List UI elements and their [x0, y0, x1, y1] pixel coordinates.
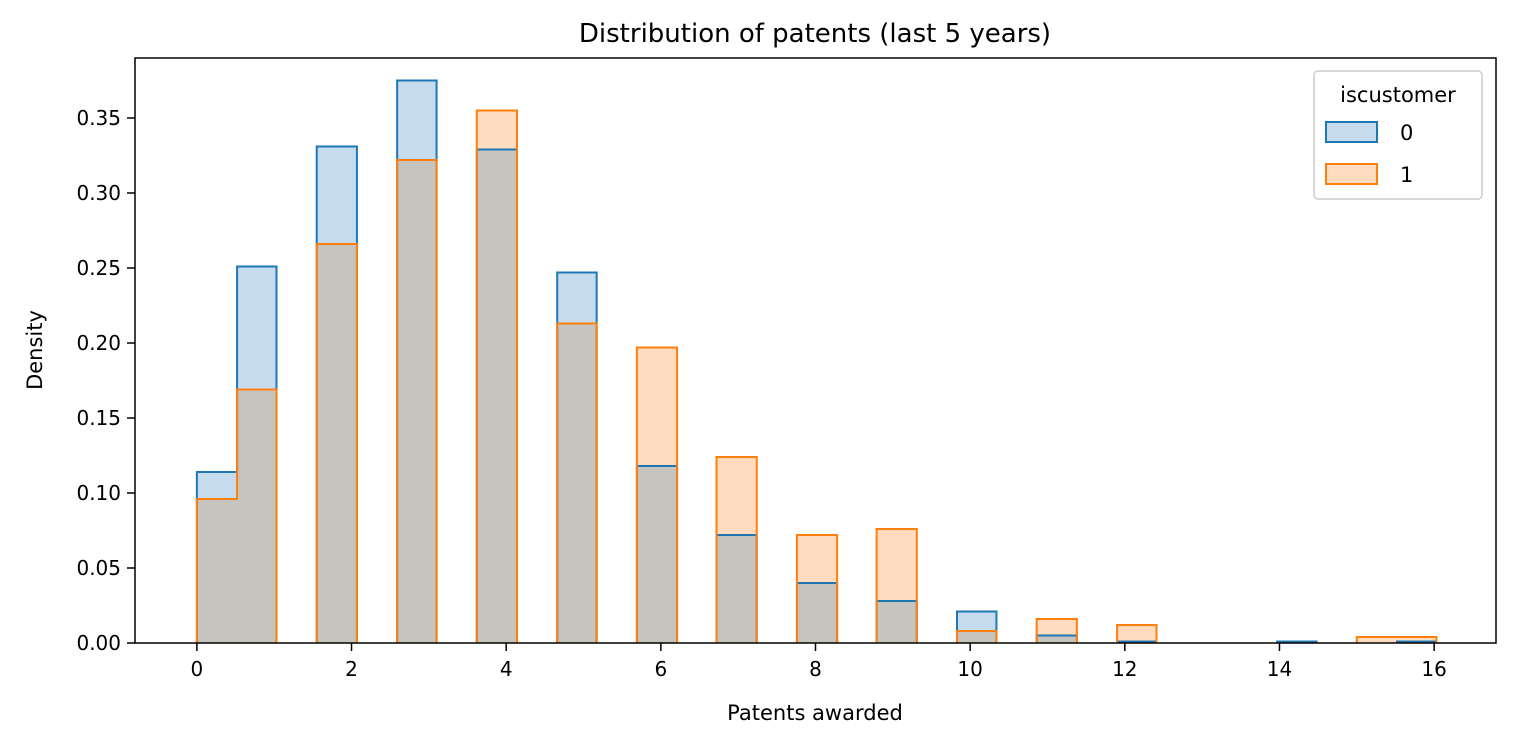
bar-fill-series-1 — [876, 529, 917, 601]
bar-fill-series-1 — [716, 457, 757, 535]
bar-fill-series-1 — [1036, 619, 1077, 636]
legend-swatch-series-1 — [1325, 163, 1378, 185]
bar-overlap — [716, 535, 757, 643]
bar-fill-series-0 — [316, 146, 357, 244]
bar-fill-series-1 — [1397, 637, 1437, 642]
x-tick-label: 2 — [345, 657, 358, 681]
bar-overlap — [1036, 635, 1077, 643]
bar-fill-series-0 — [196, 472, 238, 499]
bar-overlap — [796, 583, 838, 643]
bar-overlap — [237, 389, 277, 643]
bar-overlap — [557, 323, 597, 643]
x-tick-label: 6 — [654, 657, 667, 681]
legend-swatch-series-0 — [1325, 121, 1378, 143]
bars-layer — [195, 79, 1438, 643]
y-tick-label: 0.10 — [76, 481, 121, 505]
legend-items: 01 — [1325, 121, 1413, 187]
x-tick-label: 4 — [500, 657, 513, 681]
bar-fill-series-1 — [476, 110, 518, 150]
y-tick-label: 0.30 — [76, 181, 121, 205]
y-tick-label: 0.25 — [76, 256, 121, 280]
y-tick-label: 0.05 — [76, 556, 121, 580]
x-tick-label: 8 — [809, 657, 822, 681]
chart-title: Distribution of patents (last 5 years) — [579, 19, 1051, 49]
bar-outline-series-1 — [195, 109, 1438, 643]
bar-overlap — [636, 466, 678, 643]
bar-fill-series-1 — [1117, 625, 1157, 642]
y-tick-label: 0.20 — [76, 331, 121, 355]
bar-fill-series-1 — [796, 535, 838, 583]
y-tick-label: 0.15 — [76, 406, 121, 430]
bar-overlap — [876, 601, 917, 643]
y-axis-label: Density — [23, 310, 47, 390]
x-tick-label: 0 — [190, 657, 203, 681]
bar-overlap — [957, 631, 997, 643]
legend: iscustomer 01 — [1313, 70, 1483, 200]
axes-layer: 0 2 4 6 8 10 12 14 160.000.050.100.150.200.250.3… — [76, 57, 1497, 681]
legend-label-series-0: 0 — [1400, 121, 1413, 145]
x-tick-label: 12 — [1112, 657, 1137, 681]
bar-fill-series-1 — [1356, 637, 1398, 643]
bar-overlap — [316, 244, 357, 643]
bar-outline-series-0 — [195, 79, 1438, 643]
bar-overlap — [397, 160, 437, 643]
bar-overlap — [476, 149, 518, 643]
legend-label-series-1: 1 — [1400, 163, 1413, 187]
legend-title: iscustomer — [1340, 83, 1456, 107]
y-tick-label: 0.35 — [76, 106, 121, 130]
bar-fill-series-0 — [957, 611, 997, 631]
x-tick-label: 14 — [1267, 657, 1292, 681]
x-tick-label: 10 — [957, 657, 982, 681]
y-tick-label: 0.00 — [76, 631, 121, 655]
bar-fill-series-1 — [636, 347, 678, 466]
x-axis-label: Patents awarded — [727, 701, 903, 725]
bar-fill-series-0 — [397, 80, 437, 160]
bar-fill-series-0 — [237, 266, 277, 390]
x-tick-label: 16 — [1421, 657, 1446, 681]
bar-overlap — [196, 499, 238, 643]
bar-fill-series-0 — [557, 272, 597, 324]
